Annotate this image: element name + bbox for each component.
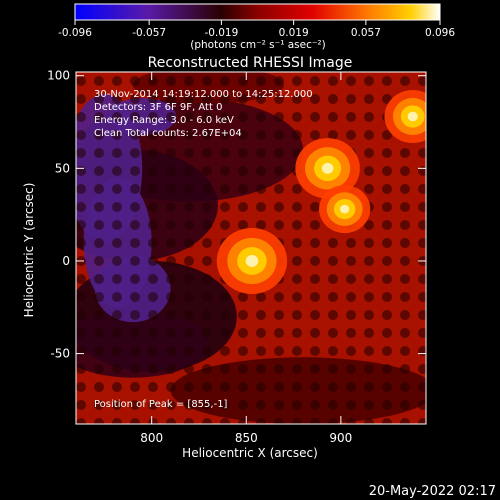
colorbar-tick-label: -0.096 bbox=[58, 27, 92, 39]
colorbar-tick-label: -0.019 bbox=[204, 27, 238, 39]
observation-info-line: Detectors: 3F 6F 9F, Att 0 bbox=[94, 102, 222, 113]
colorbar-tick-label: 0.057 bbox=[351, 27, 381, 39]
x-axis-label: Heliocentric X (arcsec) bbox=[182, 446, 318, 460]
y-tick-label: 0 bbox=[62, 254, 70, 268]
x-tick-label: 800 bbox=[140, 431, 163, 445]
plot-frame bbox=[75, 71, 427, 425]
observation-info-line: Energy Range: 3.0 - 6.0 keV bbox=[94, 115, 234, 126]
colorbar-unit-label: (photons cm⁻² s⁻¹ asec⁻²) bbox=[190, 39, 325, 51]
observation-info-line: Clean Total counts: 2.67E+04 bbox=[94, 128, 242, 139]
y-tick-label: -50 bbox=[50, 347, 70, 361]
colorbar-tick-label: 0.019 bbox=[279, 27, 309, 39]
plot-area: 800 850 900 -50 0 50 100 bbox=[47, 69, 427, 445]
footer-timestamp: 20-May-2022 02:17 bbox=[369, 484, 496, 499]
emission-source bbox=[340, 204, 350, 214]
y-axis-label: Heliocentric Y (arcsec) bbox=[22, 183, 36, 318]
observation-info-line: 30-Nov-2014 14:19:12.000 to 14:25:12.000 bbox=[94, 89, 313, 100]
x-tick-label: 900 bbox=[329, 431, 352, 445]
x-tick-label: 850 bbox=[235, 431, 258, 445]
y-tick-label: 100 bbox=[47, 69, 70, 83]
chart-title: Reconstructed RHESSI Image bbox=[148, 55, 353, 71]
colorbar-gradient bbox=[74, 3, 441, 21]
observation-info: 30-Nov-2014 14:19:12.000 to 14:25:12.000… bbox=[94, 89, 313, 139]
emission-source bbox=[407, 111, 418, 122]
peak-position-label: Position of Peak = [855,-1] bbox=[94, 399, 228, 410]
emission-source bbox=[245, 255, 259, 267]
colorbar-tick-label: 0.096 bbox=[425, 27, 455, 39]
colorbar: -0.096 -0.057 -0.019 0.019 0.057 0.096 bbox=[58, 3, 455, 39]
emission-source bbox=[321, 162, 334, 174]
y-tick-label: 50 bbox=[55, 161, 70, 175]
colorbar-tick-label: -0.057 bbox=[132, 27, 166, 39]
